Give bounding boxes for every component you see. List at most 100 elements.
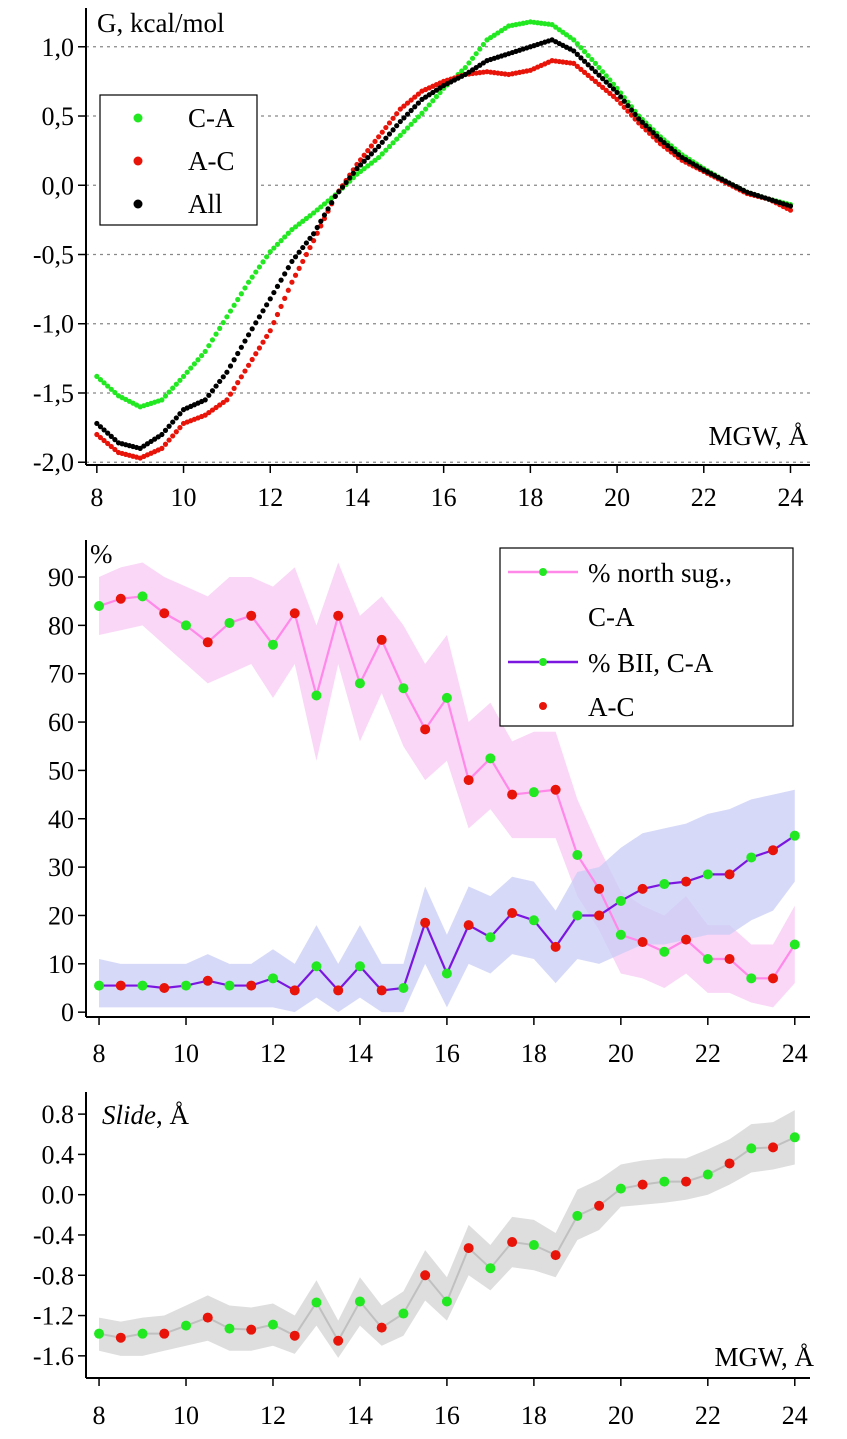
energy-point-a-c: [282, 295, 288, 301]
energy-point-all: [607, 82, 613, 89]
slide-point: [594, 1200, 605, 1211]
percent-point: [420, 917, 431, 928]
energy-point-a-c: [108, 443, 114, 450]
energy-point-all: [600, 76, 606, 82]
energy-point-c-a: [318, 204, 324, 210]
energy-point-c-a: [386, 143, 393, 150]
energy-point-c-a: [278, 238, 284, 244]
slide-point: [507, 1237, 518, 1248]
energy-point-all: [404, 111, 411, 117]
percent-point: [637, 883, 648, 894]
energy-point-all: [173, 415, 179, 421]
energy-point-a-c: [260, 339, 266, 345]
x-tick-label: 24: [782, 1039, 808, 1068]
energy-point-a-c: [94, 431, 100, 438]
energy-point-c-a: [296, 221, 302, 227]
slide-point: [681, 1176, 692, 1187]
energy-point-a-c: [592, 78, 599, 84]
percent-legend-marker-bii: [539, 658, 547, 666]
percent-legend-label-ac: A-C: [588, 692, 635, 722]
energy-point-all: [303, 240, 309, 246]
energy-point-c-a: [267, 249, 273, 255]
y-tick-label: 20: [48, 901, 74, 930]
percent-point: [354, 961, 365, 972]
energy-point-a-c: [390, 115, 396, 121]
energy-point-all: [636, 116, 642, 122]
slide-ticks: 8 10 12 14 16 18 20 22 24 0.8 0.4 0.0 -0.4 -0.8 -1.2 -1…: [33, 1100, 808, 1430]
energy-point-c-a: [376, 154, 382, 161]
energy-point-c-a: [585, 52, 591, 59]
energy-point-a-c: [285, 287, 291, 293]
percent-point: [746, 852, 757, 863]
x-tick-label: 22: [695, 1039, 721, 1068]
percent-point: [768, 973, 779, 984]
percent-point: [789, 830, 800, 841]
energy-point-c-a: [600, 69, 606, 75]
percent-point: [572, 850, 583, 861]
energy-point-all: [379, 139, 385, 145]
energy-point-all: [578, 55, 584, 61]
energy-point-all: [386, 131, 393, 137]
energy-point-c-a: [408, 121, 414, 127]
slide-point: [528, 1240, 539, 1251]
energy-point-all: [170, 419, 176, 425]
energy-point-all: [585, 62, 591, 68]
percent-point: [659, 879, 670, 890]
energy-point-all: [654, 133, 660, 139]
y-tick-label: 80: [48, 611, 74, 640]
energy-point-c-a: [184, 369, 190, 375]
energy-point-a-c: [600, 84, 606, 90]
slide-points: [94, 1132, 800, 1346]
slide-point: [202, 1312, 213, 1323]
percent-point: [246, 980, 257, 991]
slide-point: [398, 1308, 409, 1319]
x-tick-label: 10: [173, 1401, 199, 1430]
x-tick-label: 18: [521, 1039, 547, 1068]
energy-point-c-a: [245, 279, 252, 285]
energy-point-all: [332, 193, 338, 199]
energy-point-all: [397, 118, 403, 125]
percent-points: [94, 591, 800, 996]
energy-point-c-a: [397, 132, 403, 139]
energy-point-c-a: [430, 98, 436, 104]
percent-legend-label-north-ca: C-A: [588, 602, 635, 632]
percent-point: [333, 610, 344, 621]
energy-point-a-c: [271, 319, 277, 326]
energy-point-a-c: [162, 441, 169, 447]
energy-point-c-a: [195, 357, 201, 363]
energy-point-c-a: [581, 49, 588, 55]
energy-point-c-a: [549, 22, 555, 28]
energy-point-c-a: [368, 160, 375, 166]
energy-point-all: [646, 126, 653, 132]
energy-point-all: [592, 69, 599, 75]
energy-point-all: [105, 430, 111, 436]
energy-point-c-a: [567, 34, 573, 40]
percent-point: [594, 883, 605, 894]
energy-point-a-c: [206, 410, 212, 416]
slide-point: [376, 1322, 387, 1333]
percent-point: [289, 608, 300, 619]
energy-point-a-c: [289, 279, 295, 285]
energy-point-a-c: [220, 399, 226, 406]
energy-point-a-c: [274, 311, 281, 318]
energy-point-all: [347, 175, 353, 181]
energy-point-c-a: [303, 215, 309, 222]
slide-point: [702, 1169, 713, 1180]
percent-legend-marker-ac: [539, 702, 547, 710]
energy-point-c-a: [307, 213, 313, 219]
energy-point-all: [292, 254, 299, 260]
energy-point-all: [596, 72, 602, 78]
slide-point: [637, 1179, 648, 1190]
energy-point-a-c: [292, 272, 299, 278]
energy-point-a-c: [159, 445, 165, 451]
percent-point: [181, 980, 192, 991]
energy-point-c-a: [101, 380, 107, 386]
slide-band: [99, 1110, 795, 1358]
energy-point-all: [227, 363, 234, 369]
energy-point-all: [267, 296, 273, 302]
percent-point: [528, 915, 539, 926]
percent-point: [485, 753, 496, 764]
y-tick-label: -1,0: [33, 310, 74, 339]
energy-point-all: [274, 283, 281, 289]
slide-point: [768, 1142, 779, 1153]
